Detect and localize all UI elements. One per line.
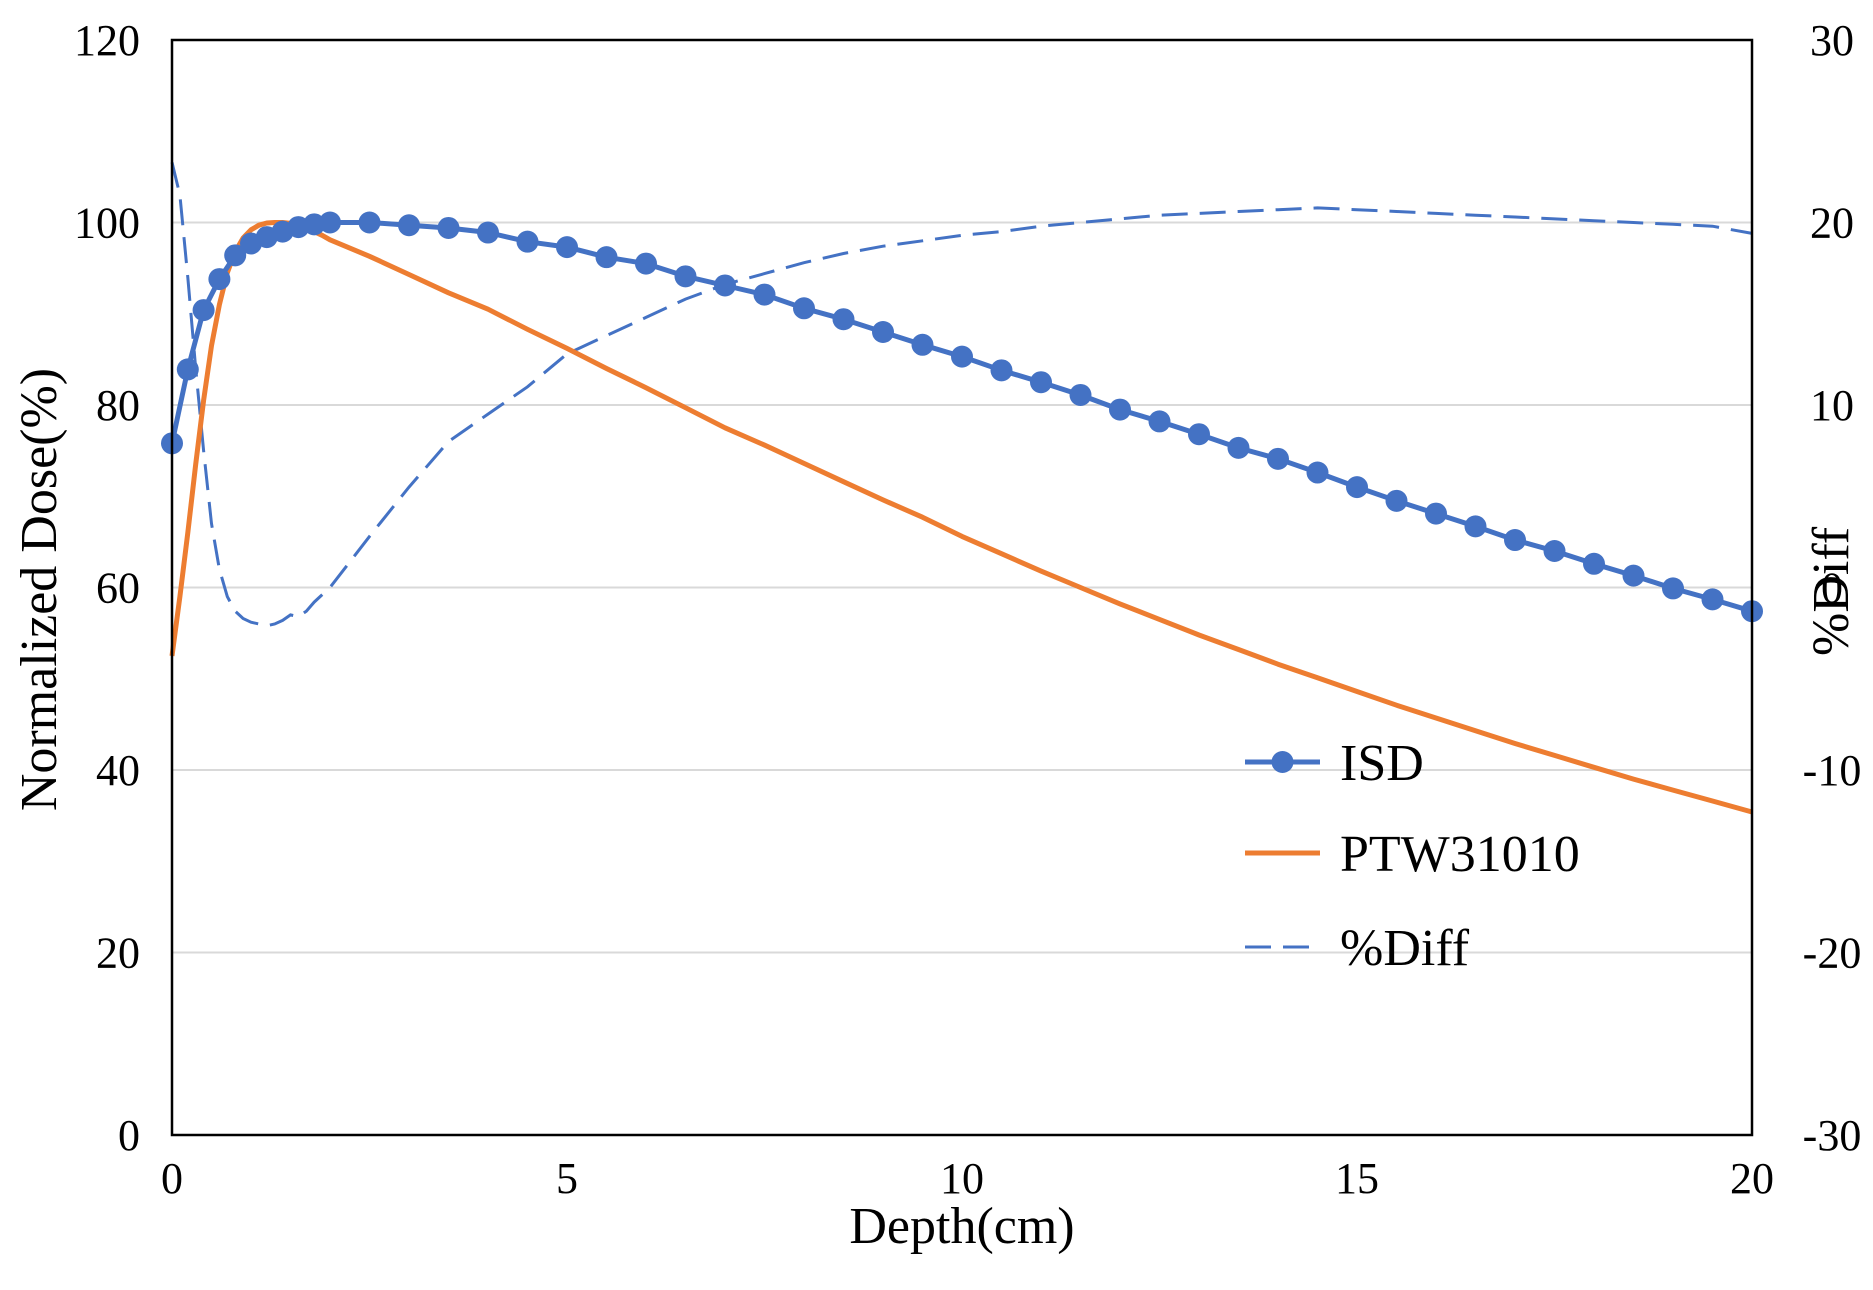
legend-label: %Diff bbox=[1340, 920, 1470, 977]
data-point-isd bbox=[224, 244, 247, 267]
y-tick-label: 120 bbox=[74, 16, 140, 65]
y2-axis-title: %Diff bbox=[1803, 526, 1860, 656]
data-point-isd bbox=[1346, 476, 1368, 499]
data-point-isd bbox=[1622, 564, 1645, 587]
legend-label: ISD bbox=[1340, 735, 1424, 792]
x-tick-label: 10 bbox=[940, 1154, 984, 1203]
legend: ISD PTW31010 %Diff bbox=[1245, 735, 1580, 977]
series-line-isd bbox=[169, 220, 1753, 614]
y-tick-label: 40 bbox=[96, 746, 140, 795]
y-tick-label: 80 bbox=[96, 381, 140, 430]
x-tick-label: 15 bbox=[1335, 1154, 1379, 1203]
data-point-isd bbox=[358, 211, 381, 234]
data-point-isd bbox=[1583, 552, 1605, 575]
y2-tick-label: 10 bbox=[1810, 381, 1854, 430]
legend-marker-isd bbox=[1271, 751, 1294, 773]
series-line-pctdiff bbox=[170, 161, 1753, 628]
data-point-isd bbox=[1227, 436, 1250, 459]
horizontal-gridlines bbox=[172, 221, 1752, 954]
data-point-isd bbox=[192, 299, 215, 322]
data-point-isd bbox=[595, 246, 618, 269]
data-point-isd bbox=[437, 216, 460, 239]
y2-tick-label: 30 bbox=[1810, 16, 1854, 65]
data-point-isd bbox=[1306, 461, 1329, 484]
data-point-isd bbox=[1543, 540, 1566, 562]
data-point-isd bbox=[319, 211, 341, 234]
data-point-isd bbox=[911, 333, 934, 356]
y-axis-title: Normalized Dose(%) bbox=[11, 368, 68, 811]
y2-tick-label: -20 bbox=[1803, 929, 1862, 978]
data-point-isd bbox=[1464, 515, 1487, 538]
plot-frame bbox=[170, 38, 1754, 1137]
data-point-isd bbox=[674, 265, 697, 288]
data-point-isd bbox=[793, 297, 815, 320]
data-point-isd bbox=[753, 283, 776, 306]
data-point-isd bbox=[1069, 383, 1092, 406]
data-point-isd bbox=[556, 236, 578, 259]
data-point-isd bbox=[1425, 502, 1447, 525]
data-point-isd bbox=[1148, 410, 1171, 433]
data-point-isd bbox=[1188, 423, 1210, 446]
data-point-isd bbox=[398, 214, 420, 237]
data-point-isd bbox=[1267, 447, 1289, 470]
series-layer bbox=[161, 161, 1763, 815]
y-tick-label: 20 bbox=[96, 929, 140, 978]
data-point-isd bbox=[990, 359, 1013, 382]
y2-tick-label: -10 bbox=[1803, 746, 1862, 795]
data-point-isd bbox=[1701, 588, 1724, 611]
data-point-isd bbox=[714, 274, 736, 297]
data-point-isd bbox=[1030, 371, 1052, 394]
data-point-isd bbox=[1385, 489, 1408, 512]
data-point-isd bbox=[516, 230, 539, 253]
data-point-isd bbox=[1504, 529, 1526, 552]
data-point-isd bbox=[208, 268, 231, 291]
x-tick-label: 5 bbox=[556, 1154, 578, 1203]
tick-labels: 0 20 40 60 80 100 120 -30 -20 -10 0 10 20 30 0 5 10 15 20 bbox=[74, 16, 1861, 1203]
x-tick-label: 20 bbox=[1730, 1154, 1774, 1203]
series-line-ptw31010 bbox=[169, 220, 1753, 815]
legend-label: PTW31010 bbox=[1340, 826, 1580, 883]
data-point-isd bbox=[832, 308, 855, 331]
data-point-isd bbox=[477, 221, 499, 244]
data-point-isd bbox=[176, 358, 199, 381]
data-point-isd bbox=[1109, 398, 1131, 421]
y-tick-label: 0 bbox=[118, 1111, 140, 1160]
y-tick-label: 60 bbox=[96, 564, 140, 613]
y2-tick-label: 20 bbox=[1810, 199, 1854, 248]
data-point-isd bbox=[872, 321, 894, 343]
y2-tick-label: 0 bbox=[1821, 564, 1843, 613]
data-point-isd bbox=[1662, 577, 1684, 600]
x-tick-label: 0 bbox=[161, 1154, 183, 1203]
data-point-isd bbox=[635, 252, 657, 275]
data-point-isd bbox=[951, 345, 973, 368]
y-tick-label: 100 bbox=[74, 199, 140, 248]
x-axis-title: Depth(cm) bbox=[849, 1198, 1074, 1255]
y2-tick-label: -30 bbox=[1803, 1111, 1862, 1160]
